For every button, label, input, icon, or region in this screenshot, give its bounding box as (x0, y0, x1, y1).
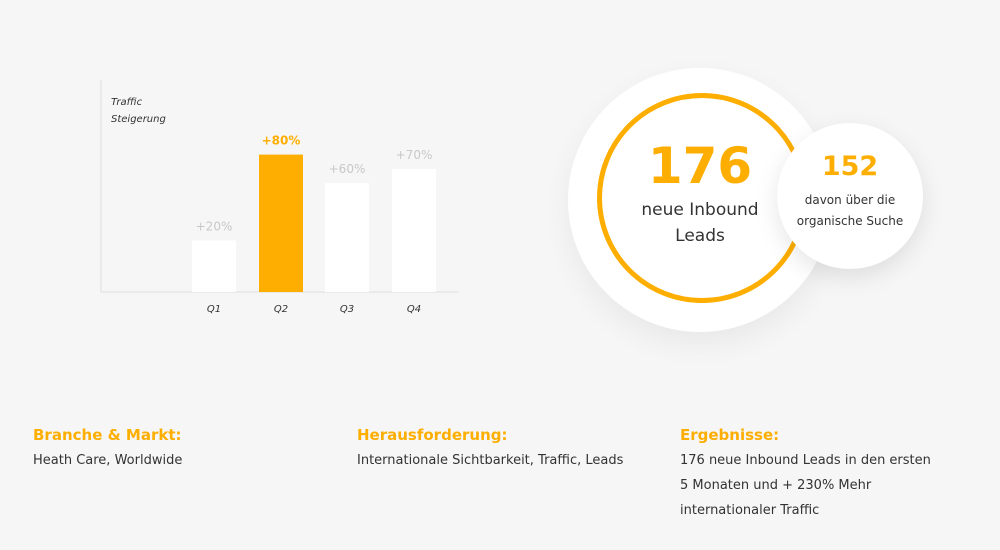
data-label: +20% (196, 219, 233, 233)
info-challenge: Herausforderung: Internationale Sichtbar… (357, 426, 623, 473)
info-line: internationaler Traffic (680, 503, 820, 518)
y-label-line1: Traffic (111, 97, 143, 108)
info-title: Ergebnisse: (680, 426, 780, 444)
traffic-bar-chart: Traffic Steigerung +20% Q1 +80% Q2 +60% Q3 +70… (100, 80, 458, 315)
bar-q3 (325, 183, 369, 292)
organic-number: 152 (821, 151, 879, 182)
bar-q1 (192, 240, 236, 292)
bar-q4 (392, 168, 436, 292)
x-tick-label: Q2 (274, 304, 288, 315)
info-line: 176 neue Inbound Leads in den ersten (680, 453, 931, 468)
leads-number: 176 (647, 137, 753, 195)
data-label: +70% (396, 148, 433, 162)
info-results: Ergebnisse: 176 neue Inbound Leads in de… (680, 426, 931, 523)
x-tick-label: Q4 (407, 304, 421, 315)
x-tick-label: Q1 (207, 304, 221, 315)
info-branche: Branche & Markt: Heath Care, Worldwide (33, 426, 182, 473)
y-label-line2: Steigerung (111, 114, 166, 125)
organic-label-1: davon über die (804, 193, 896, 207)
info-title: Branche & Markt: (33, 426, 182, 444)
info-line: Internationale Sichtbarkeit, Traffic, Le… (357, 453, 624, 468)
info-title: Herausforderung: (357, 426, 508, 444)
x-tick-label: Q3 (340, 304, 354, 315)
data-label: +80% (262, 134, 301, 148)
leads-label-2: Leads (675, 226, 725, 246)
leads-label-1: neue Inbound (641, 200, 759, 220)
bar-q2 (259, 154, 303, 292)
info-line: Heath Care, Worldwide (33, 453, 183, 468)
organic-label-2: organische Suche (796, 214, 904, 228)
data-label: +60% (329, 162, 366, 176)
info-line: 5 Monaten und + 230% Mehr (680, 478, 872, 493)
organic-circle (777, 123, 923, 269)
